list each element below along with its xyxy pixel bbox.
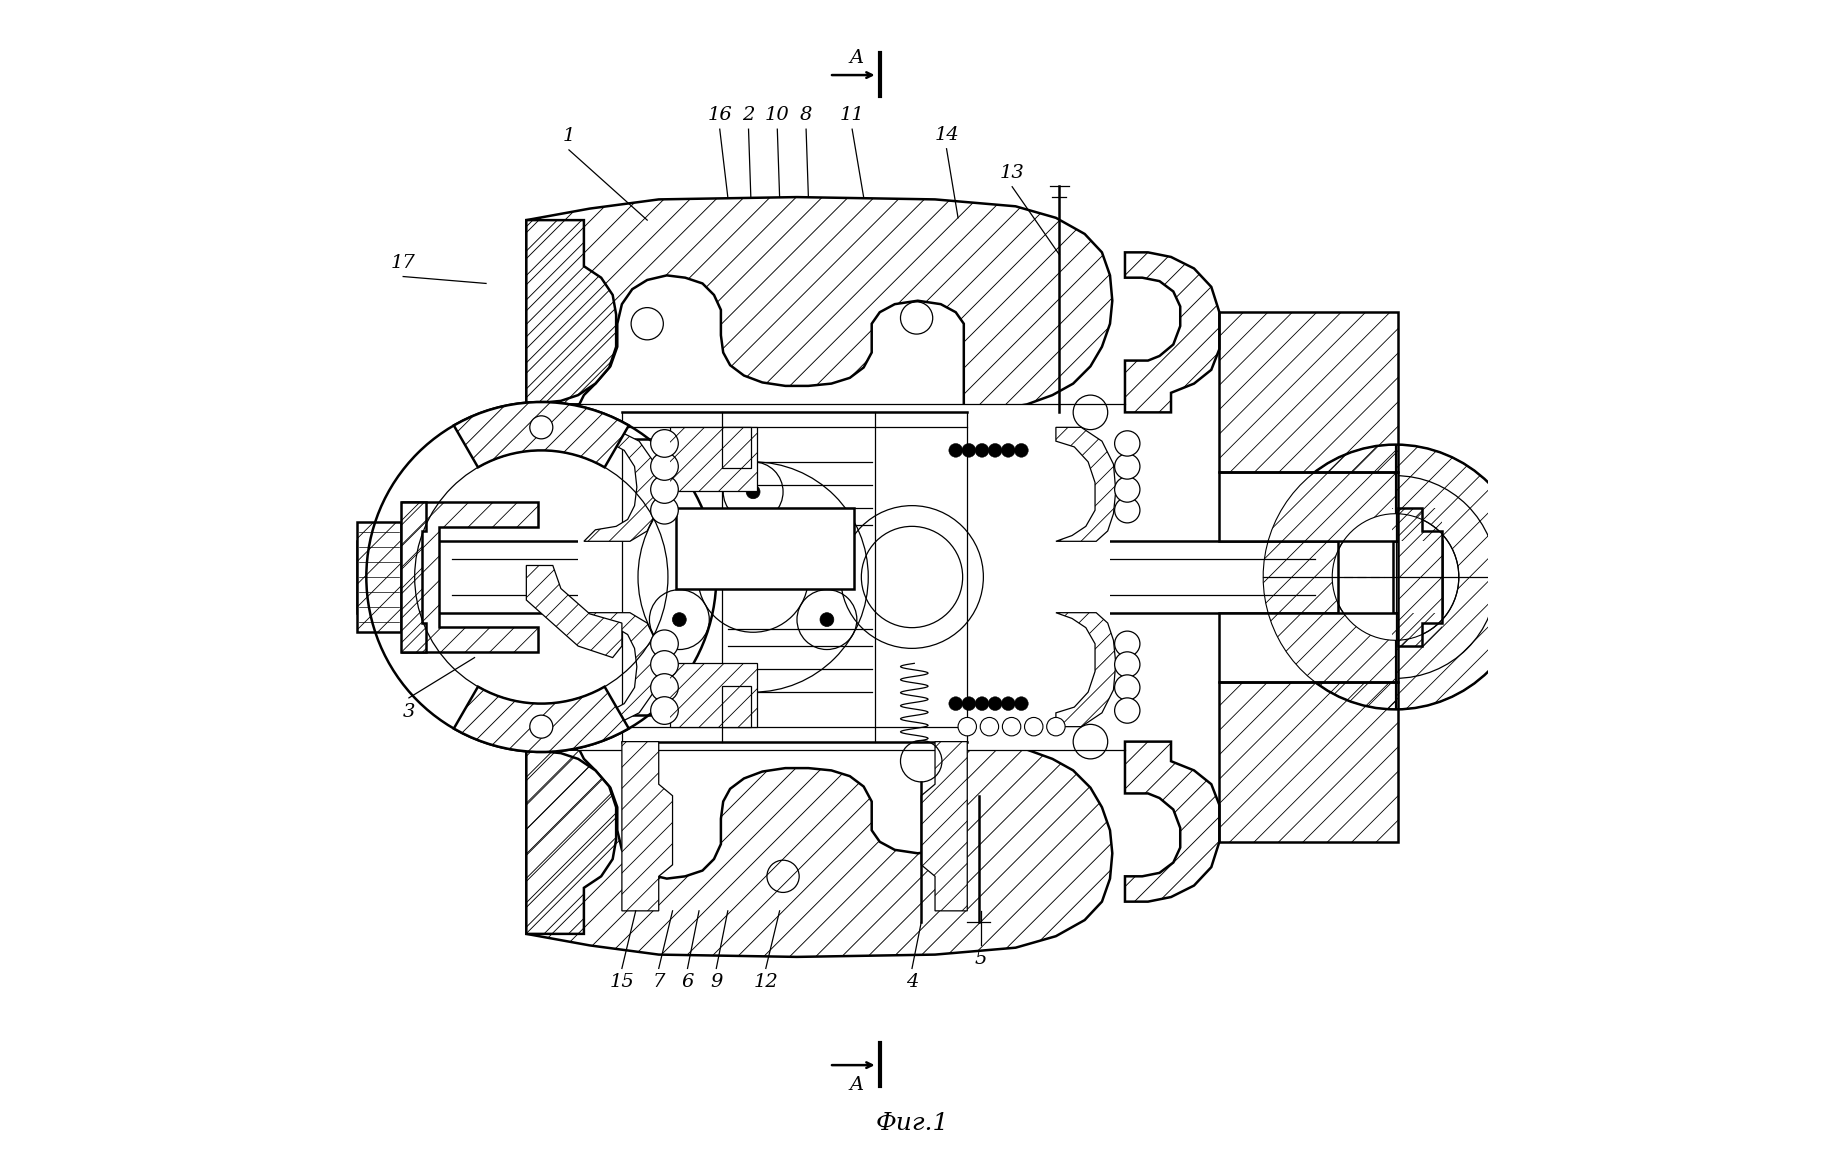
Text: 15: 15 [609, 973, 634, 991]
Circle shape [746, 485, 760, 499]
Text: 5: 5 [973, 950, 986, 968]
Circle shape [948, 697, 963, 711]
Circle shape [1114, 698, 1139, 724]
Bar [1220, 472, 1396, 541]
Text: 6: 6 [682, 973, 693, 991]
Polygon shape [1125, 253, 1220, 412]
Circle shape [651, 452, 678, 480]
Polygon shape [527, 220, 616, 404]
Circle shape [1114, 430, 1139, 456]
Circle shape [1114, 652, 1139, 677]
Polygon shape [357, 523, 401, 631]
Circle shape [975, 443, 988, 457]
Polygon shape [1056, 613, 1116, 727]
Text: 13: 13 [999, 164, 1025, 182]
Text: 1: 1 [563, 127, 574, 145]
Text: 3: 3 [403, 703, 416, 721]
Polygon shape [921, 742, 966, 911]
Circle shape [1046, 718, 1065, 736]
Text: Фиг.1: Фиг.1 [875, 1112, 948, 1136]
Polygon shape [454, 402, 629, 467]
Bar [669, 664, 757, 727]
Polygon shape [454, 687, 629, 752]
Polygon shape [583, 613, 658, 727]
Circle shape [651, 429, 678, 457]
Circle shape [988, 443, 1001, 457]
Polygon shape [527, 750, 616, 934]
Bar [357, 541, 1338, 613]
Circle shape [988, 697, 1001, 711]
Polygon shape [622, 742, 673, 911]
Circle shape [1014, 443, 1028, 457]
Bar [722, 687, 751, 727]
Bar [669, 427, 757, 490]
Circle shape [651, 475, 678, 503]
Polygon shape [401, 502, 427, 652]
Circle shape [1001, 697, 1015, 711]
Text: A: A [850, 48, 864, 67]
Circle shape [975, 697, 988, 711]
Text: A: A [850, 1076, 864, 1094]
Polygon shape [583, 427, 658, 541]
Text: 12: 12 [753, 973, 778, 991]
Circle shape [961, 697, 975, 711]
Polygon shape [401, 502, 538, 652]
Circle shape [1001, 443, 1015, 457]
Polygon shape [527, 565, 622, 658]
Bar [1220, 613, 1396, 682]
Polygon shape [527, 742, 1112, 957]
Circle shape [979, 718, 997, 736]
Text: 16: 16 [707, 106, 731, 125]
Circle shape [651, 697, 678, 725]
Circle shape [529, 715, 552, 739]
Text: 10: 10 [764, 106, 789, 125]
Bar [676, 508, 853, 589]
Bar [578, 404, 1110, 750]
Circle shape [820, 613, 833, 627]
Circle shape [948, 443, 963, 457]
Text: 4: 4 [906, 973, 917, 991]
Bar [1393, 541, 1440, 613]
Circle shape [1114, 454, 1139, 479]
Text: 14: 14 [933, 126, 959, 144]
Circle shape [651, 630, 678, 658]
Circle shape [1003, 718, 1021, 736]
Circle shape [651, 674, 678, 702]
Circle shape [1014, 697, 1028, 711]
Text: 11: 11 [839, 106, 864, 125]
Circle shape [651, 651, 678, 679]
Text: 17: 17 [390, 254, 416, 271]
Text: 9: 9 [709, 973, 722, 991]
Circle shape [673, 613, 685, 627]
Text: 7: 7 [653, 973, 665, 991]
Circle shape [651, 496, 678, 524]
Circle shape [961, 443, 975, 457]
Polygon shape [1125, 742, 1220, 901]
Circle shape [1114, 477, 1139, 502]
Text: 2: 2 [742, 106, 755, 125]
Polygon shape [527, 197, 1112, 412]
Bar [722, 427, 751, 467]
Circle shape [1114, 675, 1139, 700]
Circle shape [1025, 718, 1043, 736]
Polygon shape [1396, 508, 1440, 646]
Circle shape [529, 415, 552, 439]
Circle shape [957, 718, 975, 736]
Circle shape [1114, 497, 1139, 523]
Circle shape [1114, 631, 1139, 657]
Text: 8: 8 [800, 106, 811, 125]
Polygon shape [1056, 427, 1116, 541]
